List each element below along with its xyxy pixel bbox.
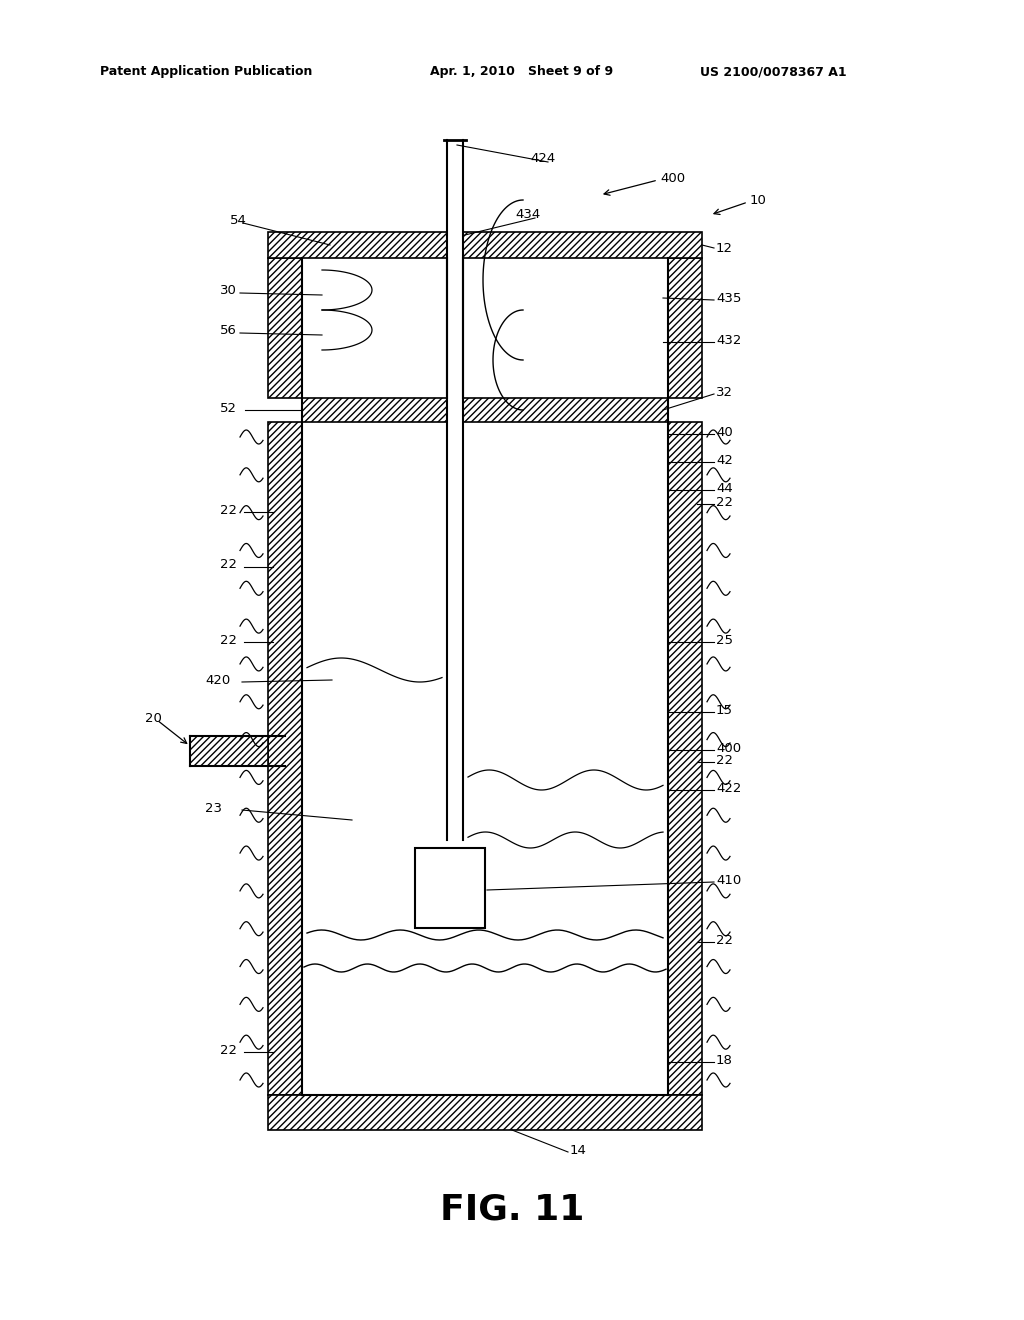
Text: 22: 22: [716, 495, 733, 508]
Text: 32: 32: [716, 385, 733, 399]
Bar: [668, 422, 702, 1096]
Bar: [190, 737, 268, 766]
Bar: [302, 422, 668, 1096]
Text: 40: 40: [716, 425, 733, 438]
Text: 18: 18: [716, 1053, 733, 1067]
Text: 54: 54: [230, 214, 247, 227]
Text: 30: 30: [220, 284, 237, 297]
Text: 420: 420: [205, 673, 230, 686]
Bar: [268, 232, 447, 257]
Text: 14: 14: [570, 1143, 587, 1156]
Bar: [268, 1096, 702, 1130]
Text: 23: 23: [205, 801, 222, 814]
Text: 410: 410: [716, 874, 741, 887]
Text: FIG. 11: FIG. 11: [440, 1193, 584, 1228]
Text: 22: 22: [220, 1044, 237, 1056]
Bar: [302, 257, 447, 399]
Text: 422: 422: [716, 781, 741, 795]
Text: 22: 22: [220, 634, 237, 647]
Text: 52: 52: [220, 401, 237, 414]
Text: 22: 22: [716, 754, 733, 767]
Text: 400: 400: [660, 172, 685, 185]
Text: 22: 22: [716, 933, 733, 946]
Bar: [447, 140, 463, 1130]
Bar: [415, 847, 485, 928]
Text: 10: 10: [750, 194, 767, 206]
Text: 25: 25: [716, 634, 733, 647]
Text: 435: 435: [716, 292, 741, 305]
Text: US 2100/0078367 A1: US 2100/0078367 A1: [700, 66, 847, 78]
Bar: [268, 257, 302, 399]
Text: 12: 12: [716, 242, 733, 255]
Bar: [218, 0, 752, 1180]
Bar: [268, 422, 302, 1096]
Bar: [302, 399, 447, 422]
Text: 434: 434: [515, 209, 541, 222]
Text: Patent Application Publication: Patent Application Publication: [100, 66, 312, 78]
Text: 400: 400: [716, 742, 741, 755]
Text: 22: 22: [220, 503, 237, 516]
Text: 20: 20: [145, 711, 162, 725]
Text: 424: 424: [530, 152, 555, 165]
Text: 22: 22: [220, 558, 237, 572]
Bar: [463, 232, 702, 257]
Text: 15: 15: [716, 704, 733, 717]
Text: Apr. 1, 2010   Sheet 9 of 9: Apr. 1, 2010 Sheet 9 of 9: [430, 66, 613, 78]
Text: 56: 56: [220, 323, 237, 337]
Bar: [463, 257, 668, 399]
Text: 42: 42: [716, 454, 733, 466]
Text: 432: 432: [716, 334, 741, 346]
Bar: [463, 399, 668, 422]
Bar: [668, 257, 702, 399]
Text: 44: 44: [716, 482, 733, 495]
